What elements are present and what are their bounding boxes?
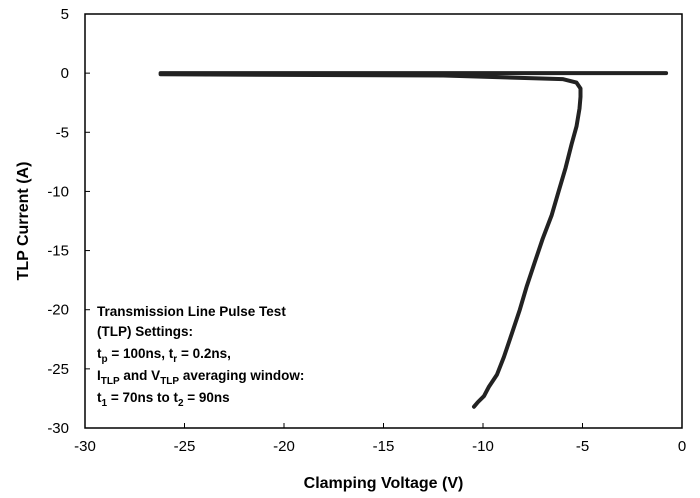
annotation-line-4: ITLP and VTLP averaging window:	[97, 368, 304, 387]
x-tick-label: -15	[373, 438, 395, 455]
y-tick-label: -15	[47, 243, 69, 260]
x-tick-label: 0	[678, 438, 686, 455]
annotation-line-1: Transmission Line Pulse Test	[97, 304, 286, 319]
x-tick-label: -10	[472, 438, 494, 455]
y-tick-label: 5	[61, 6, 69, 23]
y-tick-label: -5	[56, 124, 69, 141]
y-axis-title: TLP Current (A)	[15, 162, 32, 281]
y-tick-labels: 5 0 -5 -10 -15 -20 -25 -30	[47, 6, 69, 437]
x-axis-title: Clamping Voltage (V)	[304, 475, 464, 492]
y-tick-label: -25	[47, 361, 69, 378]
annotation-line-5: t1 = 70ns to t2 = 90ns	[97, 390, 230, 409]
x-tick-label: -25	[174, 438, 196, 455]
x-tick-label: -20	[273, 438, 295, 455]
x-tick-labels: -30 -25 -20 -15 -10 -5 0	[74, 438, 686, 455]
y-tick-label: 0	[61, 65, 69, 82]
tick-marks	[84, 13, 683, 429]
x-tick-label: -30	[74, 438, 96, 455]
series-line	[158, 71, 669, 409]
annotation-line-3: tp = 100ns, tr = 0.2ns,	[97, 346, 231, 365]
y-tick-label: -30	[47, 420, 69, 437]
annotation-line-2: (TLP) Settings:	[97, 324, 193, 339]
y-tick-label: -10	[47, 183, 69, 200]
x-tick-label: -5	[576, 438, 589, 455]
y-tick-label: -20	[47, 302, 69, 319]
tlp-settings-annotation: Transmission Line Pulse Test (TLP) Setti…	[97, 304, 304, 409]
